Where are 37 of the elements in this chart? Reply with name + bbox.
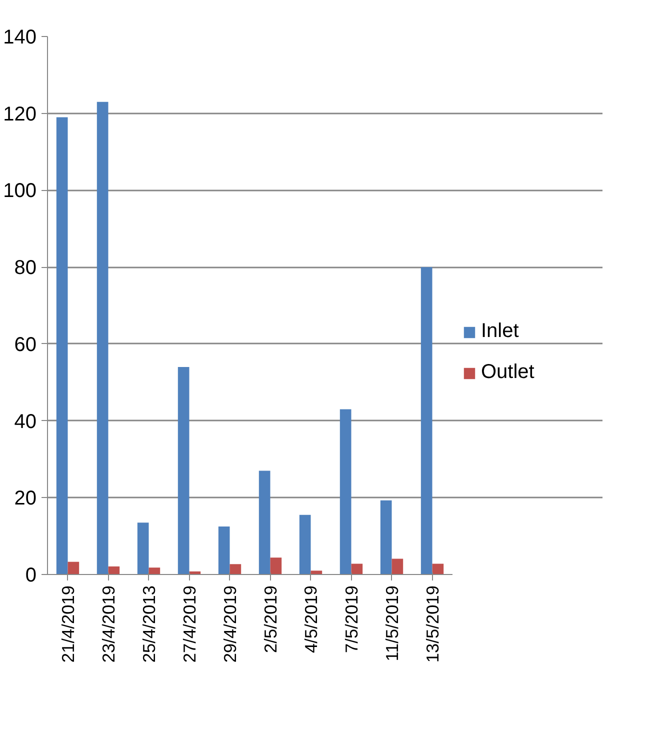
bar — [380, 500, 392, 574]
legend-label: Inlet — [481, 320, 519, 343]
x-tick-label: 23/4/2019 — [98, 585, 118, 663]
bar — [68, 562, 80, 574]
x-tick-label: 29/4/2019 — [220, 585, 240, 663]
x-tick-label: 25/4/2013 — [138, 585, 159, 663]
x-tick-label: 2/5/2019 — [260, 586, 280, 653]
bar — [351, 564, 363, 574]
bar — [148, 568, 160, 574]
bar — [178, 366, 190, 574]
y-tick-label: 0 — [25, 564, 36, 586]
y-tick-label: 120 — [3, 103, 37, 126]
y-tick-label: 40 — [14, 410, 37, 433]
x-tick-label: 27/4/2019 — [179, 585, 200, 663]
bar — [270, 558, 282, 574]
x-tick-label: 21/4/2019 — [58, 585, 78, 663]
x-tick-label: 4/5/2019 — [300, 586, 321, 653]
bar — [56, 117, 68, 574]
bar — [340, 409, 352, 574]
bar — [299, 514, 311, 574]
y-tick-label: 20 — [14, 488, 37, 510]
bar — [432, 564, 444, 574]
x-tick-label: 7/5/2019 — [341, 586, 362, 653]
bar — [230, 564, 242, 574]
y-tick-label: 100 — [3, 180, 37, 202]
bar — [420, 267, 432, 574]
bar — [258, 470, 270, 574]
y-tick-label: 60 — [14, 334, 37, 356]
bar — [137, 522, 149, 574]
bar — [96, 102, 108, 574]
y-tick-label: 140 — [3, 26, 37, 48]
legend-label: Outlet — [481, 361, 534, 384]
y-tick-label: 80 — [14, 257, 37, 280]
bar — [392, 558, 404, 574]
x-tick-label: 11/5/2019 — [382, 585, 402, 662]
bar — [218, 526, 230, 574]
x-tick-label: 13/5/2019 — [422, 585, 442, 663]
